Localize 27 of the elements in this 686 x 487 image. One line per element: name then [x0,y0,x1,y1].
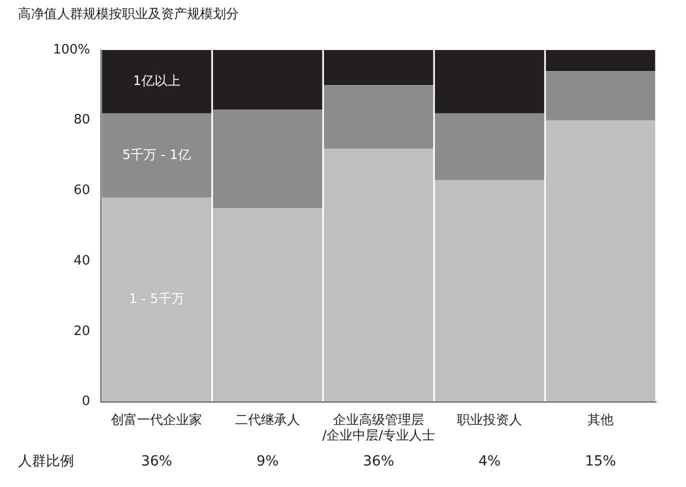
bar [434,113,544,180]
text: 36% [141,454,172,470]
y-tick-label: 20 [74,324,90,339]
chart-title: 高净值人群规模按职业及资产规模划分 [18,6,239,22]
series-label: 1 - 5千万 [128,292,184,308]
series-label: 1亿以上 [133,74,180,90]
bar [546,120,656,402]
y-tick-label: 40 [74,253,90,268]
y-tick-label: 60 [74,183,90,198]
y-tick-label: 100% [52,42,90,58]
bar [546,50,656,72]
bar [434,50,544,114]
text: 15% [584,454,616,470]
y-tick-label: 80 [74,112,90,128]
text: 9% [256,454,279,470]
x-tick-label: 创富一代企业家 [111,412,202,428]
x-tick-label: 二代继承人 [235,412,300,428]
series-label: 5千万 - 1亿 [122,148,191,163]
x-tick-label: 企业高级管理层 /企业中层/专业人士 [322,412,435,444]
x-tick-label: 其他 [588,412,614,428]
text: 36% [363,454,394,470]
bar [546,71,656,120]
bar [434,180,544,402]
x-tick-label: 职业投资人 [457,412,522,428]
text: 4% [478,454,501,470]
y-tick-label: 0 [82,394,90,410]
text: 人群比例 [18,454,74,470]
